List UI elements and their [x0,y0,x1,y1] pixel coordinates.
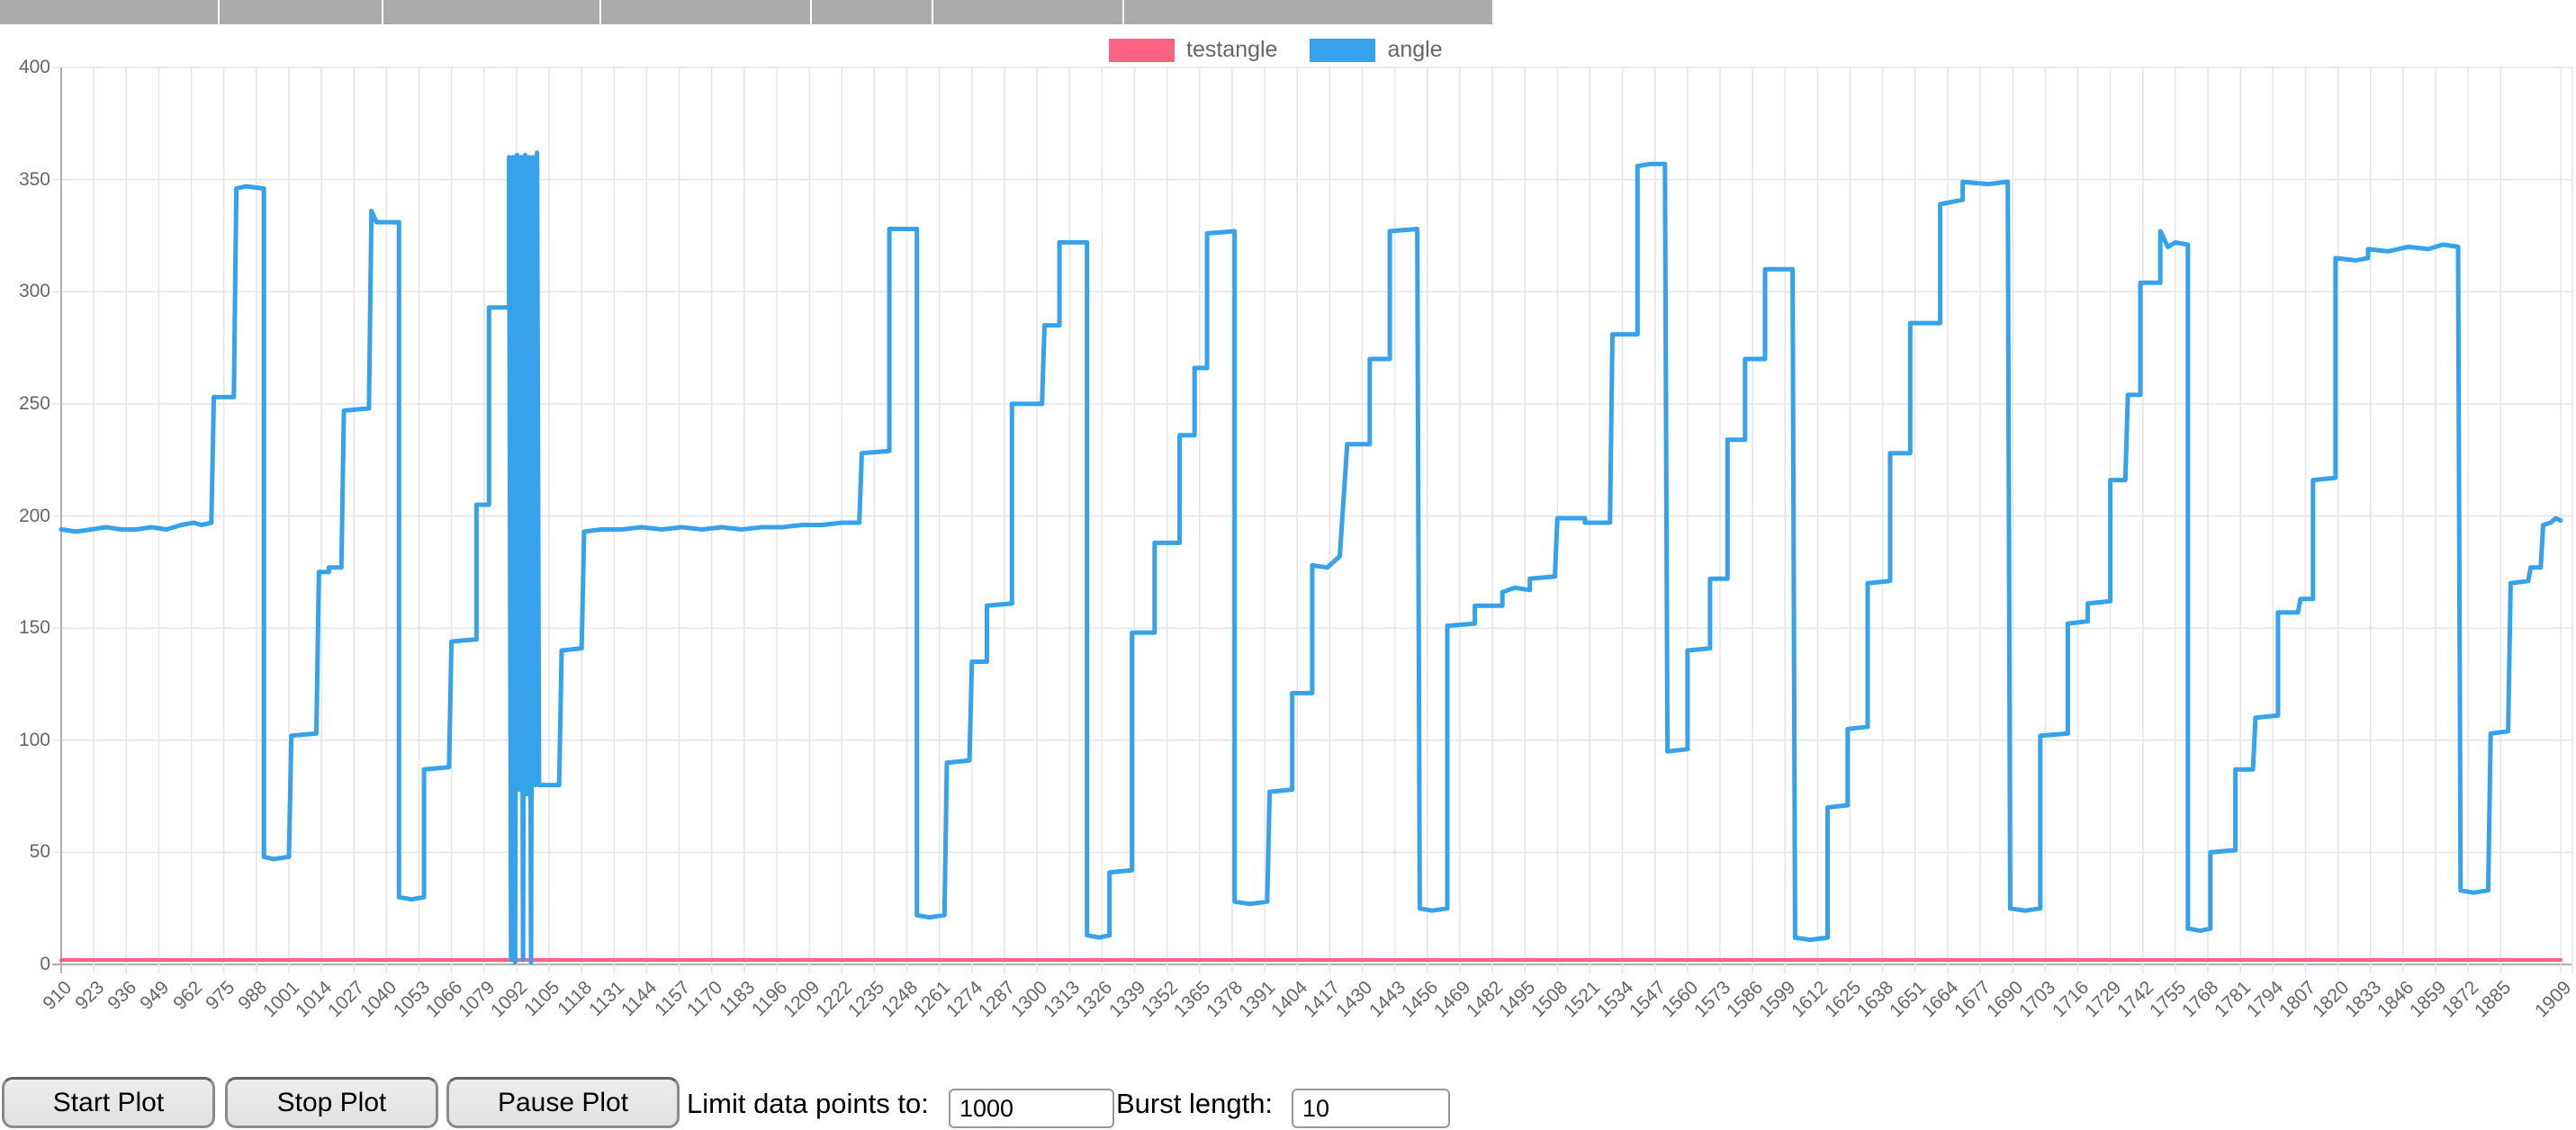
pause-plot-button[interactable]: Pause Plot [446,1077,680,1128]
stop-plot-button[interactable]: Stop Plot [225,1077,438,1128]
start-plot-button[interactable]: Start Plot [2,1077,215,1128]
toolbar-segment-2[interactable] [220,0,382,24]
y-tick-label: 100 [18,729,50,750]
y-tick-label: 0 [40,954,50,974]
legend-swatch-icon [1310,38,1376,62]
toolbar-segment-4[interactable] [601,0,810,24]
toolbar-segment-7[interactable] [1124,0,1492,24]
y-tick-label: 200 [18,505,50,526]
toolbar-segment-5[interactable] [812,0,932,24]
limit-data-points-label: Limit data points to: [687,1088,929,1119]
legend-item-testangle[interactable]: testangle [1109,37,1277,63]
y-tick-label: 150 [18,617,50,639]
legend-label: angle [1387,37,1443,62]
toolbar-segment-6[interactable] [933,0,1122,24]
series-line-angle [59,150,2563,964]
y-tick-label: 50 [29,841,50,863]
legend: testangle angle [1109,37,1475,63]
legend-swatch-icon [1109,38,1175,62]
burst-length-input[interactable] [1292,1089,1450,1128]
y-tick-label: 400 [18,57,50,77]
toolbar-segment-1[interactable] [0,0,218,24]
y-tick-label: 300 [18,281,50,302]
legend-item-angle[interactable]: angle [1310,37,1443,63]
chart-canvas [52,67,2573,973]
limit-data-points-input[interactable] [949,1089,1114,1128]
chart-area: 0 50 100 150 200 250 300 350 400 910 923 936 949 962… [18,57,2575,1021]
burst-length-label: Burst length: [1116,1088,1274,1119]
toolbar-segment-3[interactable] [383,0,599,24]
y-tick-label: 350 [18,168,50,190]
y-tick-label: 250 [18,392,50,414]
legend-label: testangle [1186,37,1278,62]
toolbar [0,0,2576,24]
